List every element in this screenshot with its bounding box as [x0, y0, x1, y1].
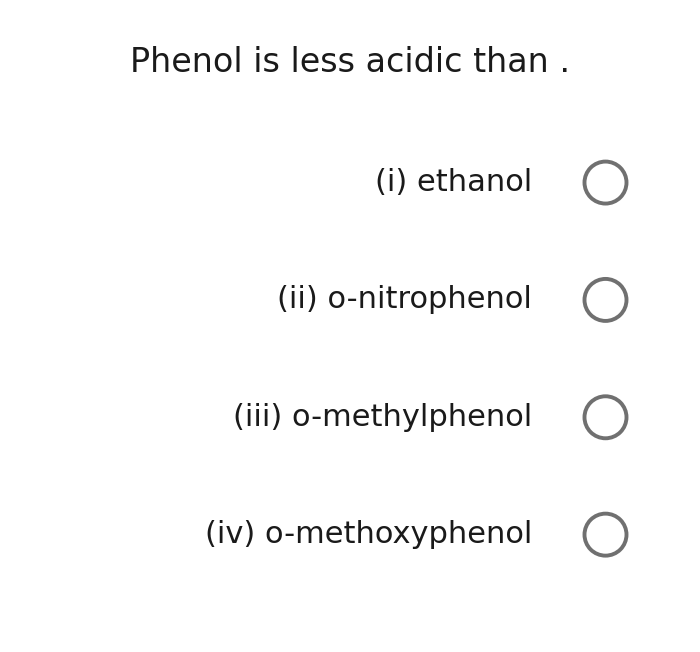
- Text: (iv) o-methoxyphenol: (iv) o-methoxyphenol: [204, 520, 532, 549]
- Text: (i) ethanol: (i) ethanol: [374, 168, 532, 197]
- Text: (iii) o-methylphenol: (iii) o-methylphenol: [232, 403, 532, 432]
- Text: Phenol is less acidic than .: Phenol is less acidic than .: [130, 46, 570, 79]
- Text: (ii) o-nitrophenol: (ii) o-nitrophenol: [277, 286, 532, 314]
